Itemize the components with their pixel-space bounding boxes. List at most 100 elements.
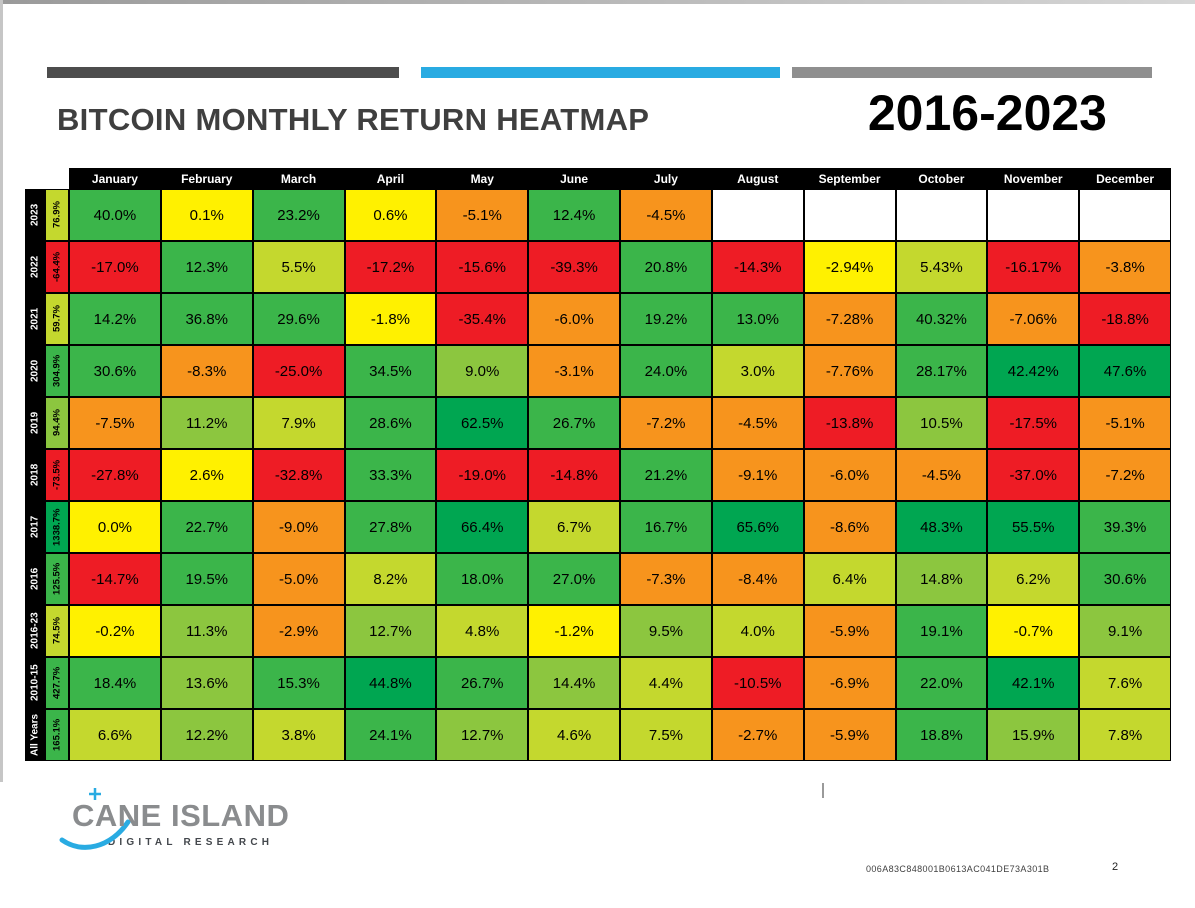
heatmap-cell: 42.42% [987,345,1080,397]
heatmap-cell: -6.0% [803,449,896,501]
heatmap-cell: 12.7% [344,605,437,657]
heatmap-cell: 14.8% [895,553,988,605]
heatmap-cell: -7.28% [803,293,896,345]
heatmap-cell: 55.5% [987,501,1080,553]
heatmap-cell: 14.4% [528,657,620,709]
month-header-october: October [895,168,988,189]
heatmap-cell: 9.5% [620,605,712,657]
row-annual-return: 125.5% [45,553,69,605]
row-year-label: 2018 [25,449,45,501]
heatmap-cell: 40.32% [895,293,988,345]
heatmap-cell: 6.6% [69,709,161,761]
heatmap-cell: -8.6% [803,501,896,553]
heatmap-cell: 34.5% [344,345,437,397]
heatmap-cell: -17.0% [69,241,161,293]
heatmap-cell: -0.2% [69,605,161,657]
heatmap-cell: -6.0% [528,293,620,345]
heatmap-cell: 33.3% [344,449,437,501]
heatmap-cell: -2.7% [711,709,804,761]
month-header-february: February [160,168,253,189]
heatmap-cell: 5.43% [895,241,988,293]
heatmap-cell: 4.8% [436,605,529,657]
heatmap-cell: 10.5% [895,397,988,449]
heatmap-cell: 24.1% [344,709,437,761]
heatmap-cell: 21.2% [620,449,712,501]
heatmap-cell: -27.8% [69,449,161,501]
row-annual-return: 76.9% [45,189,69,241]
heatmap-cell: 0.6% [344,189,437,241]
heatmap-cell: -4.5% [620,189,712,241]
heatmap-cell: -2.94% [803,241,896,293]
heatmap-cell: -14.7% [69,553,161,605]
heatmap-cell: -7.5% [69,397,161,449]
cane-island-logo: CANE ISLAND DIGITAL RESEARCH [59,788,289,850]
doc-code: 006A83C848001B0613AC041DE73A301B [866,864,1050,874]
heatmap-cell [1079,189,1171,241]
heatmap-cell: -14.8% [528,449,620,501]
heatmap-cell: 19.2% [620,293,712,345]
heatmap-cell: -15.6% [436,241,529,293]
heatmap-cell: 48.3% [895,501,988,553]
heatmap-cell: 23.2% [252,189,345,241]
row-annual-return: 1338.7% [45,501,69,553]
heatmap-cell: 30.6% [1079,553,1171,605]
row-year-label: All Years [25,709,45,761]
heatmap-cell: 28.6% [344,397,437,449]
heatmap-cell: -32.8% [252,449,345,501]
heatmap-cell: 15.9% [987,709,1080,761]
heatmap-cell: 14.2% [69,293,161,345]
row-year-label: 2017 [25,501,45,553]
heatmap-cell: -19.0% [436,449,529,501]
heatmap-cell: 36.8% [160,293,253,345]
heatmap-cell: 42.1% [987,657,1080,709]
heatmap-cell: -5.9% [803,605,896,657]
month-header-june: June [528,168,620,189]
heatmap-cell: -7.76% [803,345,896,397]
heatmap-cell: -7.06% [987,293,1080,345]
page-number: 2 [1112,861,1119,873]
heatmap-cell: -17.2% [344,241,437,293]
row-year-label: 2020 [25,345,45,397]
heatmap-cell: 6.7% [528,501,620,553]
month-header-november: November [987,168,1080,189]
row-annual-return: 165.1% [45,709,69,761]
heatmap-cell: -14.3% [711,241,804,293]
row-year-label: 2010-15 [25,657,45,709]
heatmap-cell: 65.6% [711,501,804,553]
heatmap-cell: 18.4% [69,657,161,709]
heatmap-cell: -25.0% [252,345,345,397]
heatmap-cell: 5.5% [252,241,345,293]
heatmap-cell: -18.8% [1079,293,1171,345]
heatmap-cell: 27.0% [528,553,620,605]
row-annual-return: 304.9% [45,345,69,397]
heatmap-cell: -8.3% [160,345,253,397]
heatmap-cell: -1.8% [344,293,437,345]
heatmap-cell: -6.9% [803,657,896,709]
heatmap-cell: -1.2% [528,605,620,657]
heatmap-cell: -7.3% [620,553,712,605]
heatmap-cell: 0.0% [69,501,161,553]
heatmap-cell: -4.5% [895,449,988,501]
heatmap-cell [803,189,896,241]
heatmap-cell: -39.3% [528,241,620,293]
accent-bar-gray [792,67,1152,78]
heatmap-cell [987,189,1080,241]
month-header-march: March [252,168,345,189]
heatmap-cell: 66.4% [436,501,529,553]
heatmap-cell: 4.0% [711,605,804,657]
month-header-september: September [803,168,896,189]
heatmap-cell: -5.0% [252,553,345,605]
slide-edge-top [0,0,1195,4]
heatmap-cell: -37.0% [987,449,1080,501]
heatmap-cell: -5.9% [803,709,896,761]
heatmap-cell: 3.0% [711,345,804,397]
heatmap-cell: 28.17% [895,345,988,397]
heatmap-cell: 44.8% [344,657,437,709]
heatmap-cell: 47.6% [1079,345,1171,397]
heatmap-cell: 7.6% [1079,657,1171,709]
heatmap-cell: 15.3% [252,657,345,709]
heatmap-cell: 0.1% [160,189,253,241]
heatmap-cell: 7.9% [252,397,345,449]
logo-subtitle: DIGITAL RESEARCH [108,837,274,848]
